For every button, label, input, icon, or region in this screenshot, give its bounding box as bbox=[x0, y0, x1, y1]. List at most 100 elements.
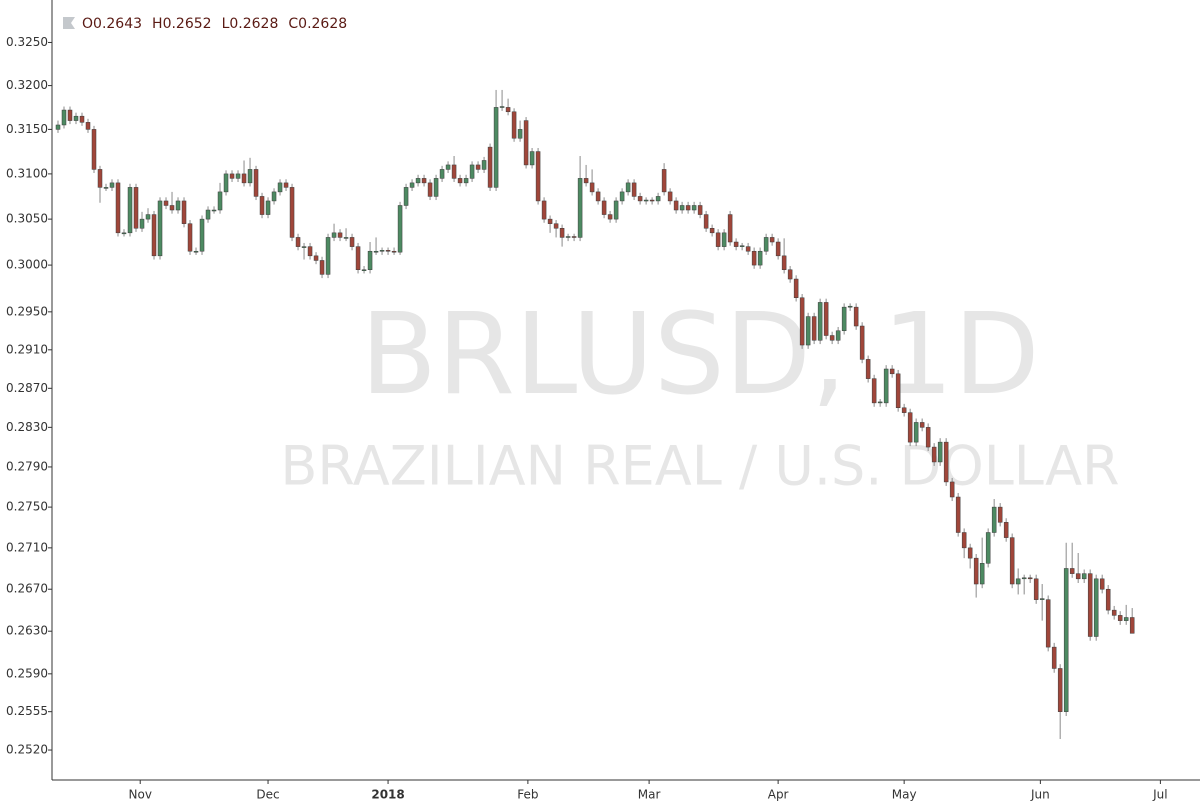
candle-body bbox=[985, 532, 991, 564]
y-tick-label: 0.3250 bbox=[6, 35, 48, 49]
candle-body bbox=[853, 306, 859, 327]
candle-body bbox=[907, 412, 913, 443]
candle-body bbox=[1027, 577, 1033, 580]
candle-body bbox=[391, 250, 397, 253]
candle-body bbox=[1111, 609, 1117, 616]
candle-body bbox=[283, 182, 289, 188]
candle-body bbox=[373, 250, 379, 253]
candle-body bbox=[1117, 615, 1123, 621]
candle-body bbox=[433, 178, 439, 197]
candle-body bbox=[475, 164, 481, 170]
candle-body bbox=[733, 241, 739, 247]
candle-body bbox=[1081, 573, 1087, 580]
candle-body bbox=[805, 316, 811, 346]
y-tick-label: 0.3150 bbox=[6, 122, 48, 136]
candle-body bbox=[253, 169, 259, 197]
candle-body bbox=[445, 164, 451, 170]
candle-body bbox=[817, 302, 823, 341]
y-tick-label: 0.2670 bbox=[6, 582, 48, 596]
candle-body bbox=[409, 182, 415, 188]
y-tick-label: 0.3100 bbox=[6, 166, 48, 180]
candle-body bbox=[97, 169, 103, 188]
y-tick-label: 0.2870 bbox=[6, 381, 48, 395]
y-tick-label: 0.2910 bbox=[6, 342, 48, 356]
candle-body bbox=[751, 250, 757, 266]
candle-body bbox=[967, 547, 973, 559]
candle-body bbox=[205, 209, 211, 220]
candle-body bbox=[529, 151, 535, 166]
candle-body bbox=[601, 200, 607, 215]
candle-body bbox=[973, 557, 979, 585]
candle-body bbox=[319, 260, 325, 275]
y-tick-label: 0.2520 bbox=[6, 743, 48, 757]
candle-body bbox=[163, 200, 169, 206]
candle-body bbox=[871, 378, 877, 404]
x-tick-label: May bbox=[892, 788, 917, 802]
candle-body bbox=[121, 232, 127, 235]
candle-body bbox=[361, 269, 367, 271]
candle-body bbox=[79, 115, 85, 123]
candle-body bbox=[415, 178, 421, 184]
candle-body bbox=[151, 214, 157, 257]
candle-body bbox=[835, 330, 841, 341]
candle-body bbox=[547, 218, 553, 224]
candle-body bbox=[1105, 588, 1111, 611]
candle-body bbox=[91, 129, 97, 170]
candle-body bbox=[517, 129, 523, 139]
candle-body bbox=[637, 196, 643, 202]
candle-body bbox=[925, 427, 931, 448]
candle-body bbox=[61, 109, 67, 126]
candle-body bbox=[1003, 522, 1009, 538]
y-tick-label: 0.3000 bbox=[6, 258, 48, 272]
candle-body bbox=[457, 178, 463, 184]
candle-body bbox=[325, 237, 331, 275]
candle-body bbox=[103, 187, 109, 189]
x-tick-label: Jun bbox=[1030, 788, 1050, 802]
y-tick-label: 0.2750 bbox=[6, 500, 48, 514]
candle-body bbox=[331, 232, 337, 238]
candle-body bbox=[1075, 573, 1081, 580]
candle-body bbox=[133, 187, 139, 229]
candle-body bbox=[721, 232, 727, 247]
candle-body bbox=[673, 200, 679, 211]
candle-body bbox=[625, 182, 631, 193]
y-tick-label: 0.2710 bbox=[6, 540, 48, 554]
y-tick-label: 0.2950 bbox=[6, 304, 48, 318]
candle-body bbox=[181, 200, 187, 224]
candle-body bbox=[655, 196, 661, 202]
candle-body bbox=[781, 255, 787, 270]
candle-body bbox=[139, 218, 145, 229]
candle-body bbox=[115, 182, 121, 234]
ohlc-label: H bbox=[152, 16, 163, 32]
candle-body bbox=[385, 250, 391, 252]
candle-body bbox=[289, 187, 295, 238]
candle-body bbox=[565, 236, 571, 238]
candle-body bbox=[1057, 668, 1063, 712]
candle-body bbox=[187, 223, 193, 252]
candle-body bbox=[859, 325, 865, 360]
candle-body bbox=[583, 178, 589, 184]
candle-body bbox=[865, 359, 871, 379]
candle-body bbox=[811, 316, 817, 341]
ohlc-label: C bbox=[288, 16, 298, 32]
candle-body bbox=[241, 173, 247, 184]
ohlc-label: O bbox=[82, 16, 93, 32]
candle-body bbox=[685, 205, 691, 211]
candle-body bbox=[1099, 578, 1105, 590]
ohlc-value: 0.2628 bbox=[298, 16, 347, 32]
candle-body bbox=[223, 173, 229, 193]
y-tick-label: 0.2590 bbox=[6, 666, 48, 680]
candle-body bbox=[913, 422, 919, 443]
candle-body bbox=[55, 124, 61, 130]
candle-body bbox=[847, 305, 853, 308]
candle-body bbox=[439, 169, 445, 179]
candle-body bbox=[271, 191, 277, 202]
candle-body bbox=[607, 214, 613, 220]
candle-body bbox=[823, 302, 829, 336]
candle-body bbox=[1063, 568, 1069, 712]
candle-body bbox=[667, 191, 673, 202]
candle-body bbox=[169, 205, 175, 211]
y-tick-label: 0.2830 bbox=[6, 420, 48, 434]
candle-body bbox=[127, 187, 133, 234]
